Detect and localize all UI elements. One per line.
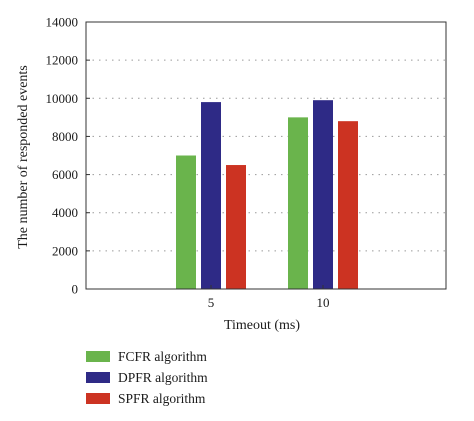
y-tick-label: 2000 — [52, 243, 78, 258]
y-tick-label: 0 — [72, 282, 79, 297]
bar-spfr-10 — [338, 121, 358, 290]
y-tick-label: 12000 — [46, 53, 79, 68]
legend: FCFR algorithm DPFR algorithm SPFR algor… — [86, 346, 208, 409]
y-tick-label: 8000 — [52, 129, 78, 144]
bar-fcfr-5 — [176, 155, 196, 289]
y-tick-label: 4000 — [52, 205, 78, 220]
legend-item-spfr: SPFR algorithm — [86, 388, 208, 409]
legend-label-dpfr: DPFR algorithm — [118, 369, 208, 385]
bar-dpfr-5 — [201, 102, 221, 289]
grid-lines — [86, 59, 446, 252]
bar-fcfr-10 — [288, 117, 308, 289]
legend-label-fcfr: FCFR algorithm — [118, 348, 207, 364]
x-tick-label: 10 — [317, 295, 330, 310]
x-axis-ticks: 5 10 — [208, 285, 330, 310]
y-axis-label: The number of responded events — [16, 65, 31, 249]
bars — [176, 100, 358, 290]
y-tick-label: 10000 — [46, 91, 79, 106]
legend-swatch-dpfr — [86, 372, 110, 383]
bar-dpfr-10 — [313, 100, 333, 289]
y-tick-label: 6000 — [52, 167, 78, 182]
legend-swatch-fcfr — [86, 351, 110, 362]
bar-chart: 0 2000 4000 6000 8000 10000 12000 14000 5 10 The… — [16, 15, 447, 333]
bar-spfr-5 — [226, 165, 246, 289]
y-axis-ticks: 0 2000 4000 6000 8000 10000 12000 14000 — [46, 15, 90, 297]
x-tick-label: 5 — [208, 295, 215, 310]
legend-label-spfr: SPFR algorithm — [118, 390, 206, 406]
legend-swatch-spfr — [86, 393, 110, 404]
legend-item-fcfr: FCFR algorithm — [86, 346, 208, 367]
plot-frame — [85, 21, 447, 290]
x-axis-label: Timeout (ms) — [224, 318, 300, 333]
legend-item-dpfr: DPFR algorithm — [86, 367, 208, 388]
y-tick-label: 14000 — [46, 15, 79, 30]
